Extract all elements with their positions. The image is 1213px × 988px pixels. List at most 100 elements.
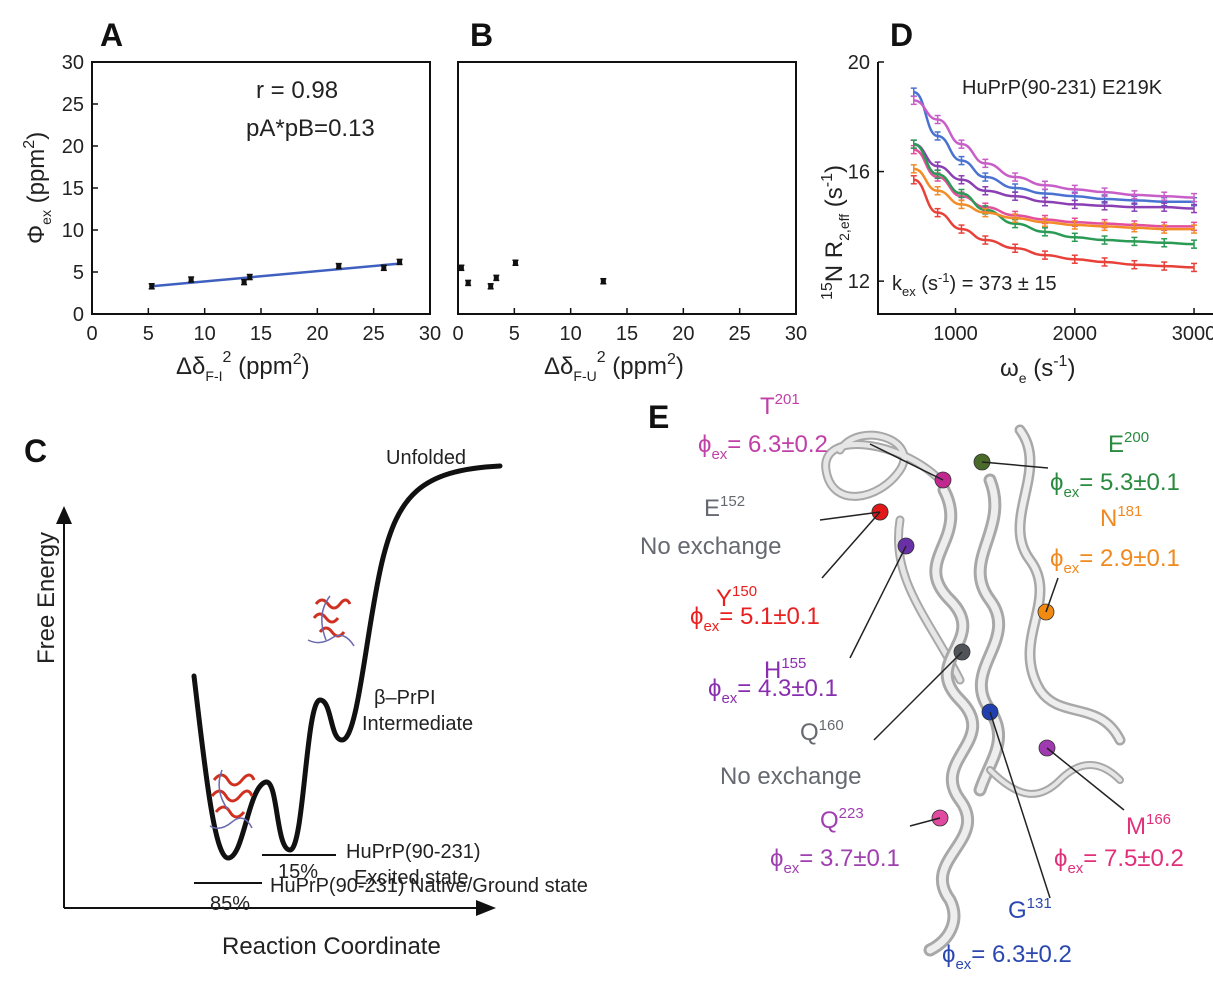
leader-line: [849, 545, 907, 659]
chart-a-ticks: 0 5 10 15 20 25 30 0 5 10 15 20 25 30: [62, 52, 441, 345]
residue-name: Q223: [820, 805, 864, 834]
series-error-bar: [1131, 222, 1138, 233]
x-tick-label: 30: [419, 323, 441, 345]
series-error-bar: [1071, 232, 1078, 243]
series-error-bar: [1012, 213, 1019, 223]
chart-d-xlabel-main: ω: [1000, 355, 1019, 382]
label-native: HuPrP(90-231) Native/Ground state: [270, 875, 588, 897]
leader-line: [869, 443, 944, 481]
chart-a-ylabel-main: Φ: [23, 225, 50, 244]
series-error-bar: [934, 114, 941, 125]
series-line: [913, 148, 1195, 228]
series-error-bar: [934, 169, 941, 180]
series-error-bar: [1191, 192, 1198, 203]
x-tick-label: 3000: [1172, 323, 1213, 345]
series-error-bar: [1191, 239, 1198, 249]
chart-a-points: [148, 258, 403, 290]
chart-a-annotation-papb: pA*pB=0.13: [246, 115, 375, 142]
leader-line: [1046, 747, 1125, 811]
series-error-bar: [982, 235, 989, 245]
y-tick-label: 15: [62, 178, 84, 200]
data-point: [335, 262, 342, 270]
energy-y-arrowhead: [56, 506, 72, 524]
residue-phi-value: ϕex= 6.3±0.2: [942, 941, 1072, 973]
series-error-bar: [1131, 190, 1138, 200]
chart-d-ylabel-unit: (s: [821, 187, 848, 214]
chart-b: 0 5 10 15 20 25 30 ΔδF-U2 (ppm2): [452, 61, 807, 384]
series-2: [910, 95, 1198, 203]
chart-a-xlabel: ΔδF-I2 (ppm2): [176, 349, 310, 384]
series-error-bar: [1012, 243, 1019, 254]
y-tick-label: 16: [848, 162, 870, 184]
residue-phi-value: ϕex= 7.5±0.2: [1054, 845, 1184, 877]
series-error-bar: [1071, 220, 1078, 230]
chart-d-xlabel-unit: (s: [1027, 355, 1054, 382]
data-point: [493, 274, 500, 282]
chart-d-xlabel-sub: e: [1019, 370, 1027, 386]
label-pct-native: 85%: [210, 893, 250, 915]
residue-phi-value: ϕex= 4.3±0.1: [708, 675, 838, 707]
leader-line: [873, 651, 963, 741]
label-intermediate-1: β–PrPI: [374, 687, 436, 709]
series-error-bar: [934, 185, 941, 196]
regression-line: [151, 262, 400, 288]
chart-b-ticks: 0 5 10 15 20 25 30: [452, 308, 807, 345]
panel-label-d: D: [890, 17, 913, 53]
chart-b-xlabel-main: Δδ: [544, 353, 573, 380]
series-error-bar: [1101, 235, 1108, 245]
panel-label-a: A: [100, 17, 123, 53]
residue-name: E200: [1108, 429, 1149, 458]
chart-a: 0 5 10 15 20 25 30 0 5 10 15 20 25 30 r = 0.98 pA*pB=…: [21, 52, 441, 384]
series-error-bar: [958, 188, 965, 199]
residue-name: Q160: [800, 717, 844, 746]
series-error-bar: [958, 155, 965, 166]
series-error-bar: [1131, 236, 1138, 247]
residue-phi-value: ϕex= 3.7±0.1: [770, 845, 900, 877]
chart-d-ylabel-main: N R: [821, 241, 848, 282]
chart-b-xlabel: ΔδF-U2 (ppm2): [544, 349, 684, 384]
chart-a-xlabel-close: ): [302, 353, 310, 380]
residue-phi-value: ϕex= 5.1±0.1: [690, 603, 820, 635]
chart-a-ylabel-unit-sup: 2: [21, 140, 38, 149]
chart-b-frame: [457, 61, 797, 315]
data-point: [241, 278, 248, 286]
chart-d-kex-sub: ex: [902, 284, 916, 299]
chart-a-ylabel: Φex (ppm2): [21, 132, 54, 244]
chart-d-kex: kex (s-1) = 373 ± 15: [892, 270, 1057, 299]
residue-phi-value: ϕex= 2.9±0.1: [1050, 545, 1180, 577]
y-tick-label: 25: [62, 94, 84, 116]
series-error-bar: [934, 207, 941, 218]
chart-a-xlabel-main: Δδ: [176, 353, 205, 380]
series-error-bar: [1041, 227, 1048, 237]
series-error-bar: [1101, 257, 1108, 267]
residue-leader-lines: [819, 443, 1125, 899]
series-error-bar: [910, 95, 917, 106]
series-line: [913, 99, 1195, 199]
series-error-bar: [1041, 250, 1048, 260]
chart-d-xlabel-close: ): [1067, 355, 1075, 382]
series-error-bar: [982, 207, 989, 218]
label-intermediate-2: Intermediate: [362, 713, 473, 735]
series-line: [913, 142, 1195, 210]
series-error-bar: [1101, 221, 1108, 232]
data-point: [458, 264, 465, 272]
chart-d-kex-value: ) = 373 ± 15: [950, 273, 1057, 295]
x-tick-label: 25: [729, 323, 751, 345]
series-6: [910, 164, 1198, 234]
y-tick-label: 20: [848, 52, 870, 74]
residue-name: N181: [1100, 503, 1142, 532]
chart-b-xlabel-sup: 2: [597, 349, 606, 366]
chart-b-points: [458, 259, 607, 290]
series-error-bar: [1191, 203, 1198, 214]
y-tick-label: 30: [62, 52, 84, 74]
energy-landscape: Free Energy Reaction Coordinate Unfolded…: [33, 447, 588, 960]
series-error-bar: [982, 185, 989, 196]
data-point: [380, 264, 387, 272]
y-tick-label: 5: [73, 262, 84, 284]
series-error-bar: [1191, 262, 1198, 273]
leader-line: [909, 817, 941, 827]
chart-d-xlabel: ωe (s-1): [1000, 353, 1075, 386]
series-error-bar: [910, 139, 917, 149]
residue-note: No exchange: [720, 763, 861, 790]
